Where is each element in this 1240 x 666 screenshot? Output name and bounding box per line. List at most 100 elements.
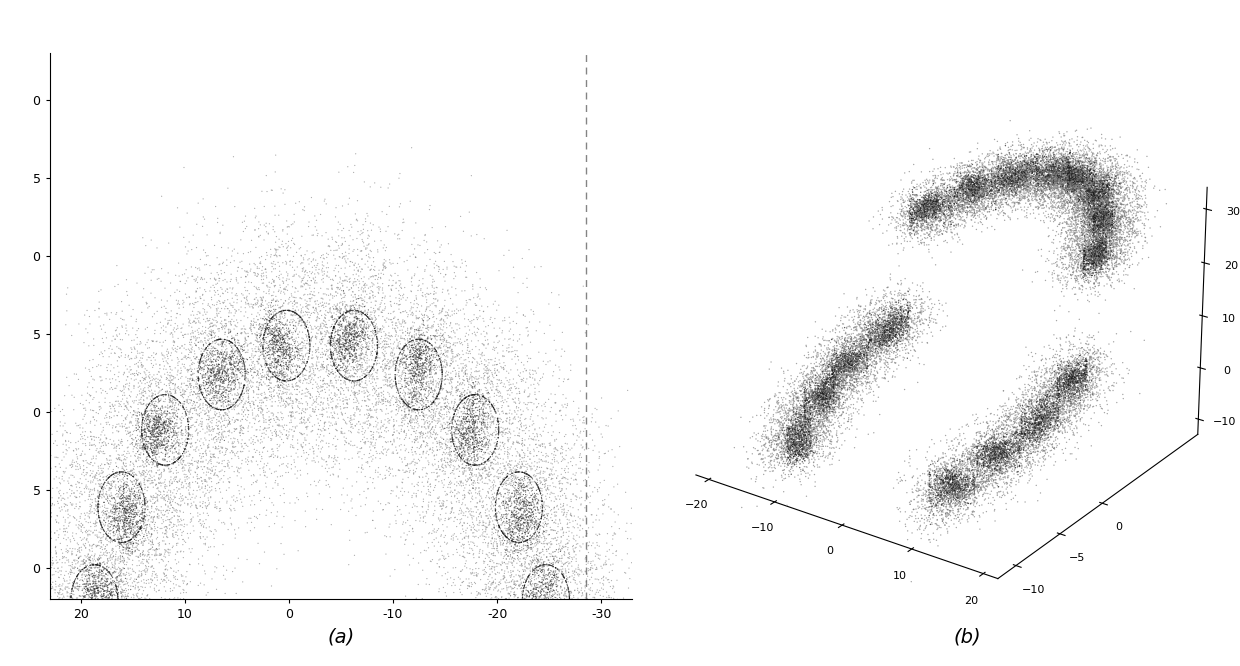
Point xyxy=(272,318,291,329)
Point xyxy=(486,504,506,515)
Point xyxy=(322,364,342,375)
Point xyxy=(347,313,367,324)
Point xyxy=(310,409,330,420)
Point xyxy=(539,469,559,480)
Point xyxy=(223,344,243,354)
Point xyxy=(86,473,105,484)
Point xyxy=(222,362,242,373)
Point xyxy=(520,598,539,609)
Point xyxy=(347,328,367,338)
Point xyxy=(496,473,516,484)
Point xyxy=(556,664,575,666)
Point xyxy=(162,507,182,517)
Point xyxy=(196,387,216,398)
Point xyxy=(229,486,249,496)
Point xyxy=(316,327,336,338)
Point xyxy=(169,519,188,530)
Point xyxy=(396,411,415,422)
Point xyxy=(52,644,72,655)
Point xyxy=(523,555,543,566)
Point xyxy=(515,535,534,546)
Point xyxy=(589,625,609,636)
Point xyxy=(42,498,62,509)
Point xyxy=(446,404,466,414)
Point xyxy=(370,352,389,363)
Point xyxy=(474,500,494,511)
Point xyxy=(479,399,498,410)
Point xyxy=(506,659,526,666)
Point xyxy=(327,336,347,346)
Point xyxy=(112,565,131,575)
Point xyxy=(298,336,317,346)
Point xyxy=(532,496,552,507)
Point xyxy=(180,347,200,358)
Point xyxy=(326,202,346,213)
Point xyxy=(76,527,95,538)
Point xyxy=(618,385,637,396)
Point xyxy=(210,448,229,459)
Point xyxy=(495,478,515,488)
Point xyxy=(441,507,461,517)
Point xyxy=(207,563,227,573)
Point xyxy=(543,562,563,573)
Point xyxy=(296,447,316,458)
Point xyxy=(274,278,294,288)
Point xyxy=(409,335,429,346)
Point xyxy=(234,360,254,370)
Point xyxy=(538,599,558,609)
Point xyxy=(228,358,248,368)
Point xyxy=(508,522,528,533)
Point xyxy=(414,405,434,416)
Point xyxy=(188,327,208,338)
Point xyxy=(201,364,221,375)
Point xyxy=(321,368,341,378)
Point xyxy=(145,456,165,466)
Point xyxy=(128,407,148,418)
Point xyxy=(86,497,105,507)
Point xyxy=(87,445,107,456)
Point xyxy=(279,305,299,316)
Point xyxy=(216,334,236,345)
Point xyxy=(167,366,187,377)
Point xyxy=(285,462,305,472)
Point xyxy=(417,336,436,346)
Point xyxy=(386,360,405,371)
Point xyxy=(516,499,536,509)
Point xyxy=(151,414,171,425)
Point xyxy=(217,254,237,265)
Point xyxy=(144,618,164,629)
Point xyxy=(91,582,110,593)
Point xyxy=(538,592,558,603)
Point xyxy=(461,398,481,408)
Point xyxy=(412,361,432,372)
Point xyxy=(274,330,294,340)
Point xyxy=(157,406,177,417)
Point xyxy=(60,571,79,582)
Point xyxy=(401,347,420,358)
Point xyxy=(518,599,538,609)
Point xyxy=(76,611,95,621)
Point xyxy=(348,326,368,337)
Point xyxy=(450,393,470,404)
Point xyxy=(0,523,15,533)
Point xyxy=(513,511,533,522)
Point xyxy=(207,421,227,432)
Point xyxy=(169,360,188,371)
Point xyxy=(494,492,513,502)
Point xyxy=(300,340,320,351)
Point xyxy=(151,549,171,559)
Point xyxy=(145,308,165,319)
Point xyxy=(100,630,120,641)
Point xyxy=(497,470,517,481)
Point xyxy=(428,342,448,353)
Point xyxy=(458,454,477,465)
Point xyxy=(104,528,124,539)
Point xyxy=(295,350,315,361)
Point xyxy=(557,402,577,413)
Point xyxy=(97,472,117,482)
Point xyxy=(89,490,109,500)
Point xyxy=(343,306,363,317)
Point xyxy=(403,523,423,534)
Point xyxy=(174,607,193,617)
Point xyxy=(517,582,537,593)
